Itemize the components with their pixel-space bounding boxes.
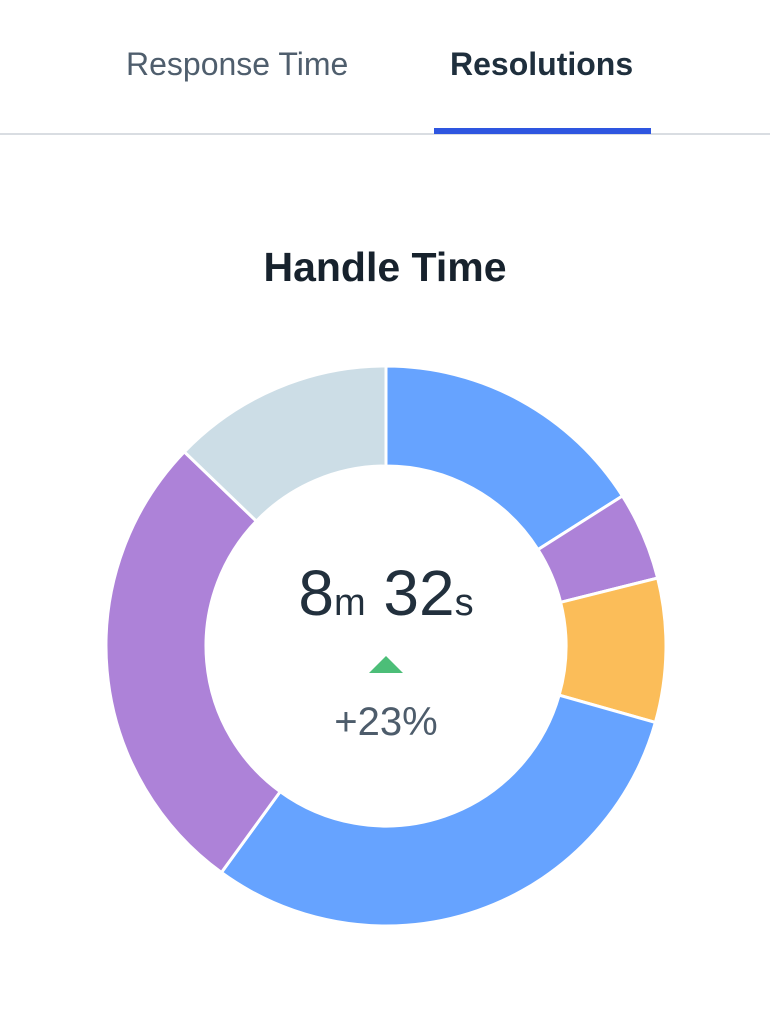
change-percent: +23% [334, 700, 438, 744]
minutes-value: 8 [298, 557, 334, 629]
seconds-unit: s [454, 582, 474, 624]
minutes-unit: m [333, 582, 366, 624]
active-tab-indicator [434, 128, 651, 134]
donut-segment-6 [182, 364, 388, 524]
donut-segment-4 [219, 693, 658, 928]
tab-bar: Response Time Resolutions [0, 0, 770, 135]
handle-time-value: 8m 32s [186, 556, 586, 630]
seconds-value: 32 [383, 557, 455, 629]
donut-segment-5 [104, 449, 283, 875]
trend-up-icon [369, 656, 403, 673]
tab-response-time[interactable]: Response Time [126, 46, 349, 82]
chart-title: Handle Time [263, 244, 507, 290]
tab-resolutions[interactable]: Resolutions [450, 46, 634, 82]
